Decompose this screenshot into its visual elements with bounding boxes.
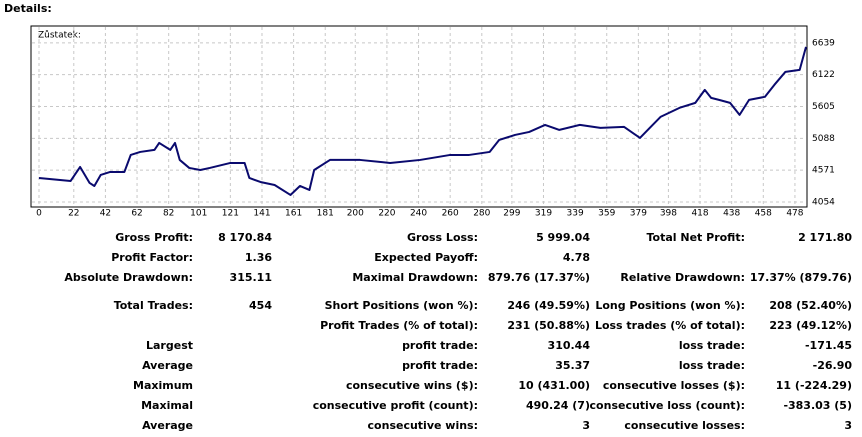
x-tick-label: 339 (567, 209, 584, 219)
chart-frame (30, 25, 808, 208)
value: 1.36 (245, 251, 272, 264)
label: Total Trades: (114, 299, 193, 312)
x-tick-label: 299 (503, 209, 520, 219)
value: 490.24 (7) (526, 399, 590, 412)
x-tick-label: 359 (598, 209, 615, 219)
value: 454 (249, 299, 272, 312)
value: 17.37% (879.76) (750, 271, 852, 284)
value: 208 (52.40%) (769, 299, 852, 312)
balance-line (38, 46, 807, 196)
value: 5 999.04 (536, 231, 590, 244)
value: -171.45 (805, 339, 852, 352)
x-tick-label: 42 (100, 209, 111, 219)
label: consecutive wins ($): (346, 379, 478, 392)
value: 231 (50.88%) (507, 319, 590, 332)
x-tick-label: 161 (285, 209, 302, 219)
label: consecutive losses: (624, 419, 745, 432)
label: consecutive loss (count): (590, 399, 745, 412)
label: Absolute Drawdown: (64, 271, 193, 284)
x-tick-label: 240 (410, 209, 427, 219)
value: 246 (49.59%) (507, 299, 590, 312)
x-tick-label: 200 (347, 209, 364, 219)
x-tick-label: 121 (222, 209, 239, 219)
value: 8 170.84 (218, 231, 272, 244)
label: Maximal Drawdown: (352, 271, 478, 284)
label: Total Net Profit: (647, 231, 746, 244)
label: Largest (146, 339, 193, 352)
y-tick-label: 5605 (812, 102, 835, 112)
label: Relative Drawdown: (620, 271, 745, 284)
x-tick-label: 141 (253, 209, 270, 219)
x-tick-label: 379 (630, 209, 647, 219)
value: 4.78 (563, 251, 590, 264)
label: Gross Profit: (115, 231, 193, 244)
x-tick-label: 82 (163, 209, 174, 219)
x-tick-label: 62 (131, 209, 142, 219)
label: Loss trades (% of total): (595, 319, 745, 332)
label: Short Positions (won %): (325, 299, 478, 312)
x-tick-label: 0 (36, 209, 42, 219)
value: 35.37 (555, 359, 590, 372)
x-tick-label: 220 (378, 209, 395, 219)
label: Profit Trades (% of total): (320, 319, 478, 332)
label: Expected Payoff: (374, 251, 478, 264)
value: 310.44 (548, 339, 591, 352)
y-tick-label: 5088 (812, 134, 835, 144)
x-tick-label: 418 (691, 209, 708, 219)
chart-label: Zůstatek: (38, 30, 81, 41)
value: 10 (431.00) (518, 379, 590, 392)
value: 879.76 (17.37%) (488, 271, 590, 284)
x-tick-label: 101 (190, 209, 207, 219)
label: profit trade: (402, 339, 478, 352)
label: Average (142, 359, 193, 372)
x-tick-label: 319 (535, 209, 552, 219)
label: consecutive wins: (368, 419, 478, 432)
label: loss trade: (679, 339, 745, 352)
x-tick-label: 478 (786, 209, 803, 219)
x-tick-label: 398 (660, 209, 677, 219)
label: consecutive losses ($): (603, 379, 745, 392)
label: Maximal (141, 399, 193, 412)
x-tick-label: 260 (442, 209, 459, 219)
y-tick-label: 4571 (812, 166, 835, 176)
value: -26.90 (813, 359, 853, 372)
value: 3 (844, 419, 852, 432)
value: 315.11 (230, 271, 272, 284)
x-tick-label: 458 (755, 209, 772, 219)
x-tick-label: 181 (317, 209, 334, 219)
label: Gross Loss: (407, 231, 478, 244)
label: consecutive profit (count): (313, 399, 478, 412)
label: Average (142, 419, 193, 432)
x-tick-label: 22 (68, 209, 79, 219)
label: profit trade: (402, 359, 478, 372)
y-tick-label: 6639 (812, 38, 835, 48)
value: 2 171.80 (798, 231, 852, 244)
value: 3 (582, 419, 590, 432)
label: Maximum (133, 379, 193, 392)
label: Profit Factor: (111, 251, 193, 264)
y-tick-label: 6122 (812, 70, 835, 80)
details-title: Details: (4, 2, 52, 15)
x-tick-label: 438 (723, 209, 740, 219)
label: loss trade: (679, 359, 745, 372)
y-tick-label: 4054 (812, 197, 835, 207)
x-tick-label: 280 (473, 209, 490, 219)
value: 223 (49.12%) (769, 319, 852, 332)
value: 11 (-224.29) (776, 379, 852, 392)
label: Long Positions (won %): (595, 299, 745, 312)
value: -383.03 (5) (783, 399, 852, 412)
